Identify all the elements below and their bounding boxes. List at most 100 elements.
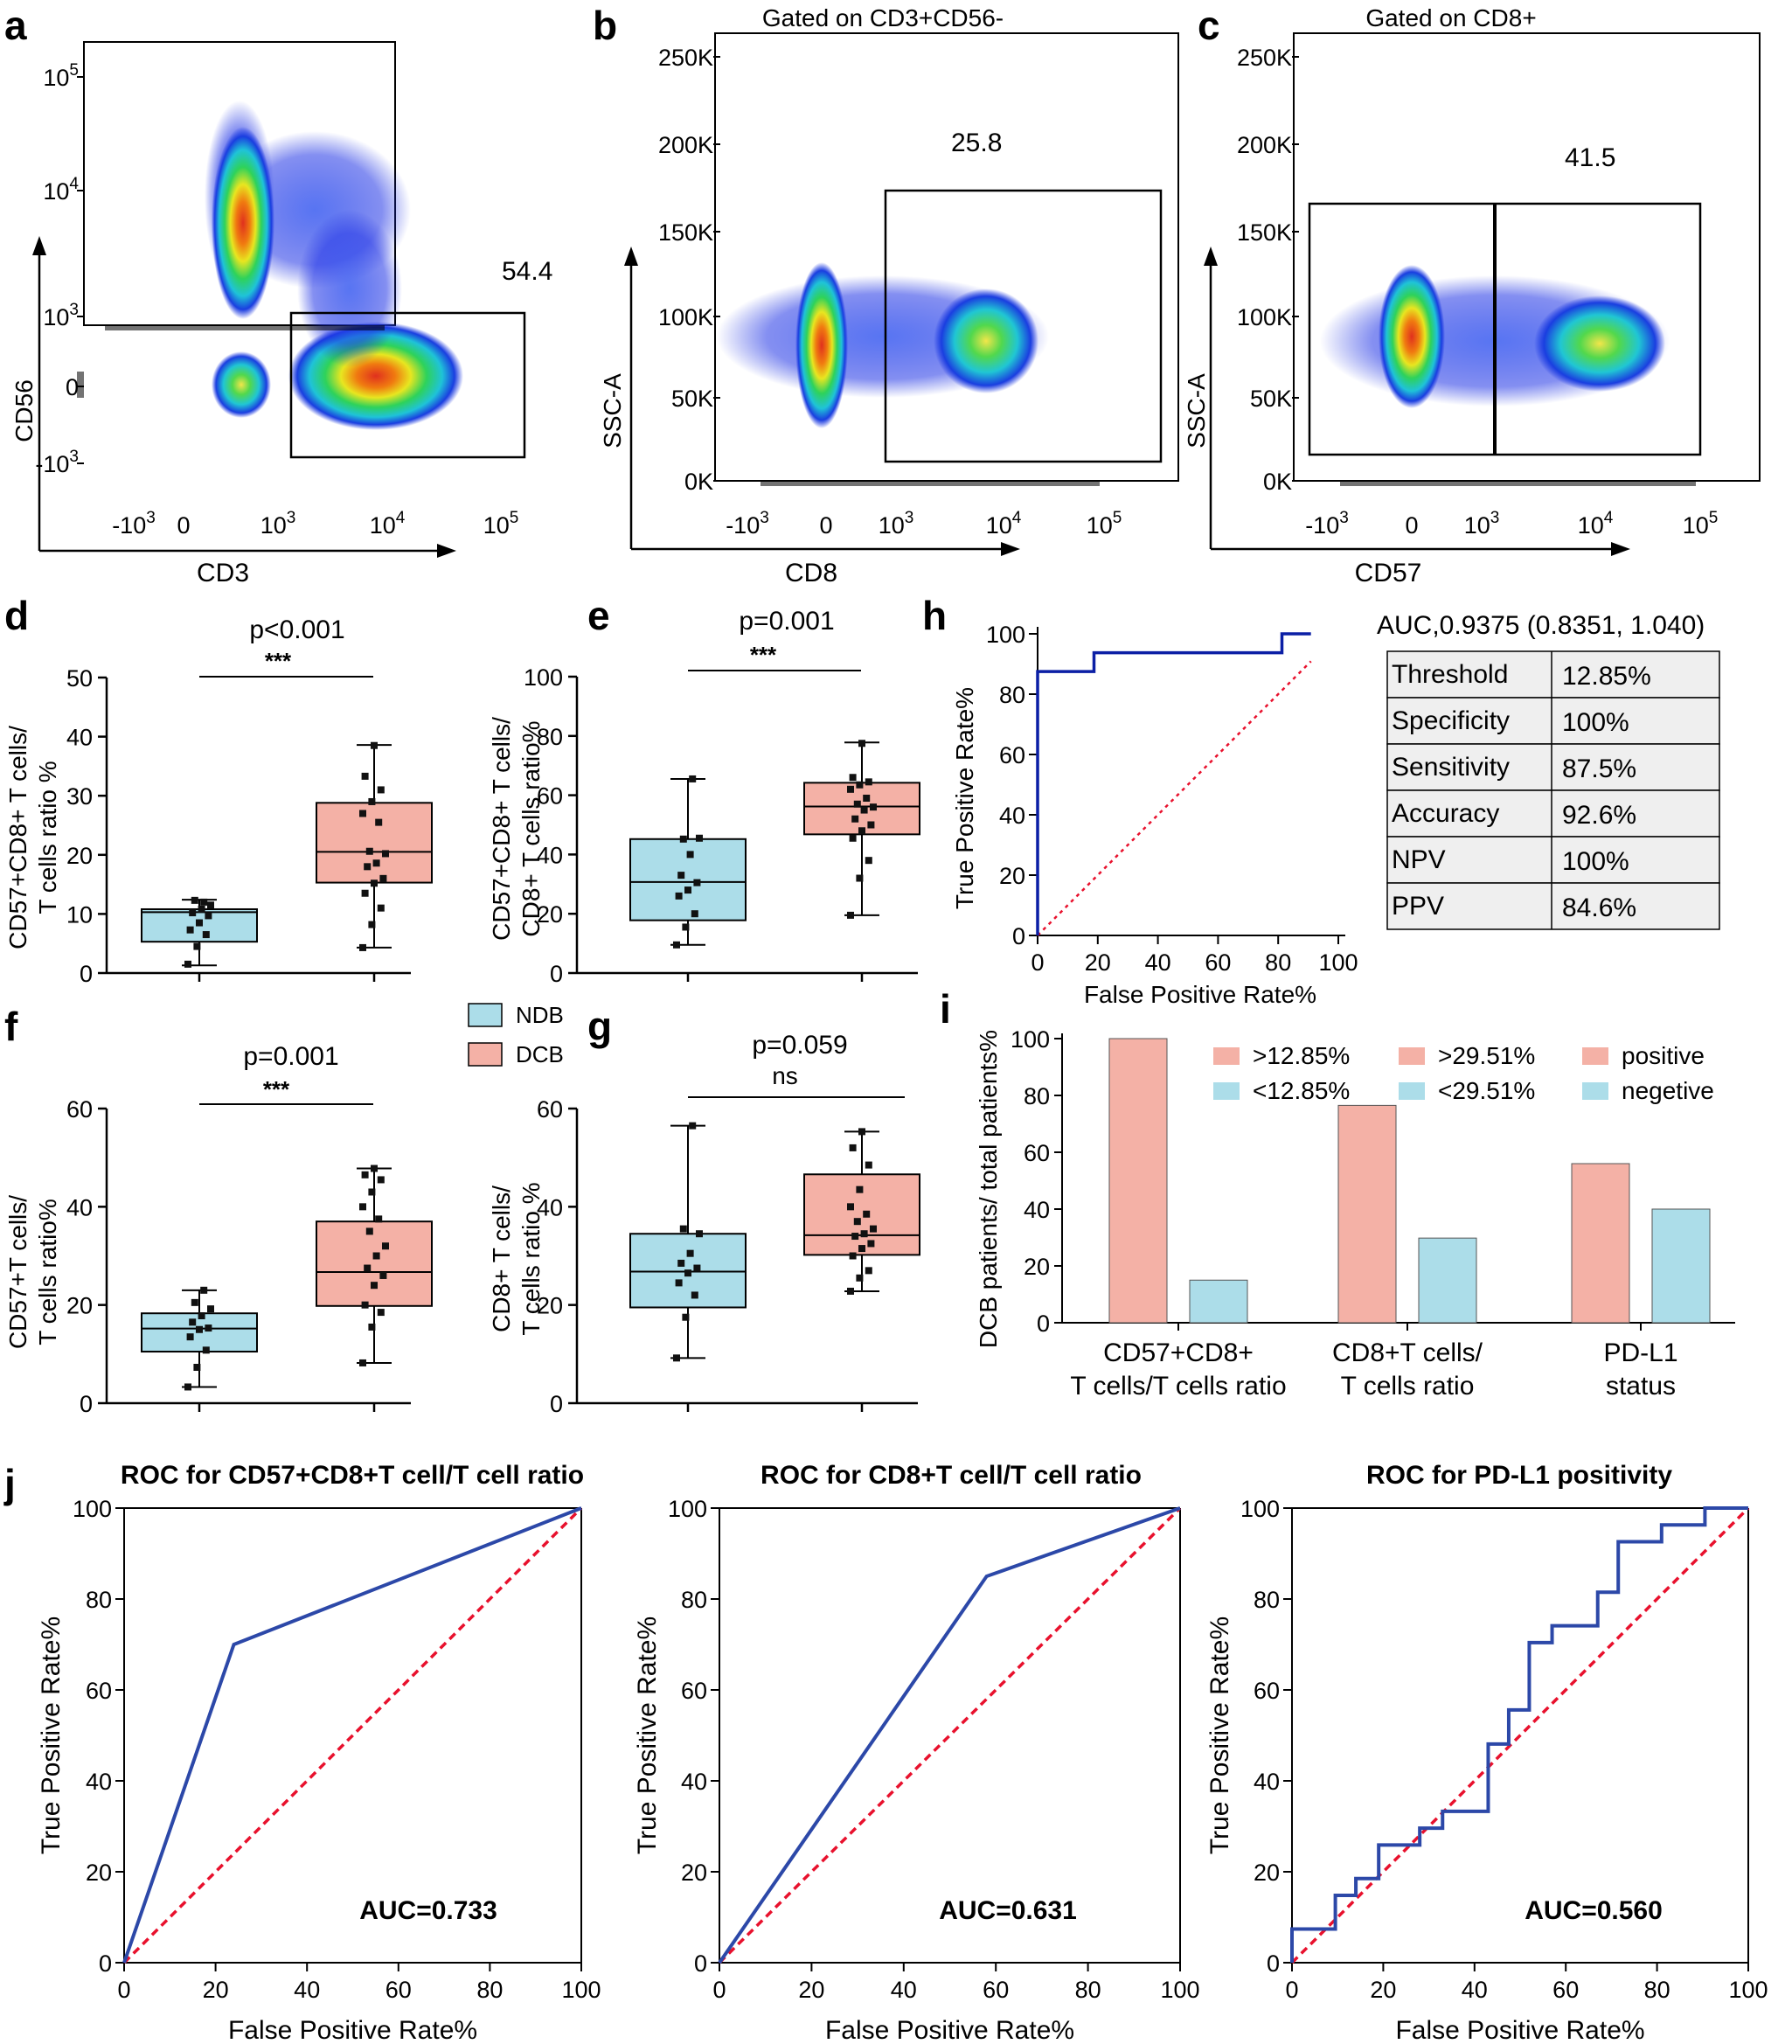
roc-plot-j2: 00 20 20 40 40 60 60 80 80 100 100 ROC for CD8+T ce…: [633, 1461, 1200, 2044]
p-value-d: p<0.001: [249, 615, 344, 644]
panel-label-f: f: [4, 1004, 18, 1049]
y-tick-marks-a: [77, 372, 84, 398]
y-tick-label: 60: [66, 1096, 93, 1123]
roc-title: ROC for CD8+T cell/T cell ratio: [761, 1461, 1142, 1490]
panel-c: c Gated on CD8+ 41.5 SSC-A CD57 250K 200K…: [1183, 3, 1761, 587]
data-point-ndb: [193, 1363, 201, 1371]
table-value: 87.5%: [1562, 754, 1636, 783]
boxplot-g: 0 20 40 60: [537, 1096, 920, 1417]
p-value-e: p=0.001: [739, 607, 834, 636]
data-point-dcb: [375, 818, 383, 826]
gate-a[interactable]: [289, 311, 526, 459]
data-point-ndb: [696, 834, 703, 842]
table-key: NPV: [1392, 845, 1446, 874]
data-point-dcb: [377, 786, 385, 794]
data-point-ndb: [200, 1286, 208, 1294]
x-tick-undefined: -103: [726, 509, 769, 539]
y-tick-a: 105: [43, 61, 79, 91]
x-label: False Positive Rate%: [228, 2016, 477, 2044]
y-tick-undefined: 150K: [658, 219, 713, 246]
density-a: [205, 101, 463, 430]
data-point-dcb: [865, 857, 872, 865]
gate-c[interactable]: [1308, 202, 1702, 456]
y-tick-undefined: 250K: [658, 45, 713, 71]
x-tick-label: 20: [1085, 949, 1111, 976]
data-point-dcb: [359, 1359, 366, 1366]
data-point-dcb: [361, 772, 369, 780]
x-label: False Positive Rate%: [1395, 2016, 1644, 2044]
x-tick-undefined: 105: [1087, 509, 1122, 539]
data-point-ndb: [205, 1324, 212, 1332]
data-point-dcb: [847, 911, 854, 919]
box-dcb: [316, 1220, 433, 1307]
data-point-dcb: [382, 1242, 389, 1250]
panel-h: h True Positive Rate% False Positive Rat…: [922, 593, 1720, 1008]
data-point-ndb: [682, 923, 690, 931]
y-tick-label: 60: [681, 1678, 707, 1704]
legend-label-ndb: NDB: [516, 1002, 564, 1028]
data-point-dcb: [865, 1161, 872, 1169]
y-label-g-line2: T cells ratio %: [517, 1182, 545, 1335]
y-tick-label: 0: [99, 1950, 112, 1977]
y-tick-undefined: 100K: [1237, 304, 1292, 330]
x-label-b: CD8: [785, 559, 837, 587]
x-tick-a: -103: [112, 509, 156, 539]
plot-frame-b: [714, 32, 1179, 482]
data-point-dcb: [863, 1210, 871, 1218]
data-point-dcb: [359, 943, 366, 951]
reference-line: [1037, 660, 1312, 936]
table-key: PPV: [1392, 892, 1444, 921]
data-point-dcb: [377, 1176, 385, 1184]
y-tick-undefined: 100K: [658, 304, 713, 330]
x-label-a: CD3: [197, 559, 249, 587]
legend-label: positive: [1622, 1042, 1705, 1069]
x-tick-label: 60: [385, 1977, 412, 2003]
data-point-ndb: [205, 912, 212, 920]
density-b: [717, 262, 1049, 428]
x-tick-undefined: 0: [1405, 512, 1418, 539]
x-group-label: T cells/T cells ratio: [1070, 1372, 1286, 1401]
y-tick-label: 50: [66, 665, 93, 692]
data-point-ndb: [186, 926, 194, 934]
gate-value-a: 54.4: [502, 257, 552, 286]
y-label-d-line1: CD57+CD8+ T cells/: [4, 726, 31, 949]
data-point-ndb: [198, 905, 205, 913]
data-point-dcb: [858, 1245, 865, 1253]
data-point-ndb: [679, 1225, 687, 1233]
data-point-dcb: [853, 1218, 861, 1226]
legend-label: <29.51%: [1438, 1077, 1535, 1104]
panel-label-j: j: [3, 1461, 16, 1506]
y-tick-label: 20: [1024, 1254, 1050, 1280]
y-tick-label: 40: [537, 1194, 563, 1220]
data-point-dcb: [867, 821, 875, 829]
table-value: 12.85%: [1562, 662, 1651, 691]
data-point-dcb: [849, 834, 857, 842]
data-point-ndb: [691, 910, 698, 918]
y-tick-a: 103: [43, 301, 79, 330]
x-tick-undefined: 104: [1578, 509, 1614, 539]
data-point-dcb: [856, 1185, 864, 1193]
data-point-ndb: [200, 898, 208, 906]
data-point-dcb: [851, 1233, 859, 1241]
data-point-ndb: [198, 1312, 205, 1320]
x-tick-label: 20: [1370, 1977, 1396, 2003]
x-tick-label: 40: [891, 1977, 917, 2003]
gate-b[interactable]: [884, 189, 1163, 463]
data-point-dcb: [856, 781, 864, 789]
bar-low: [1189, 1279, 1248, 1324]
data-point-dcb: [372, 1252, 380, 1260]
y-tick-a: 104: [43, 175, 79, 205]
y-tick-undefined: 50K: [1250, 386, 1292, 412]
y-tick-label: 100: [73, 1496, 112, 1522]
data-point-dcb: [371, 879, 378, 887]
sig-f: ***: [263, 1076, 290, 1102]
y-tick-label: 80: [86, 1587, 112, 1613]
ticks-b: 250K 200K 150K 100K 50K 0K -103 0 103 104 105: [658, 45, 1122, 539]
data-point-dcb: [368, 921, 376, 928]
population-cd57pos: [1534, 295, 1665, 392]
panel-label-d: d: [4, 593, 29, 638]
y-tick-label: 20: [1254, 1860, 1280, 1886]
y-tick-label: 40: [66, 725, 93, 751]
data-point-dcb: [371, 741, 378, 749]
data-point-ndb: [202, 1346, 210, 1354]
